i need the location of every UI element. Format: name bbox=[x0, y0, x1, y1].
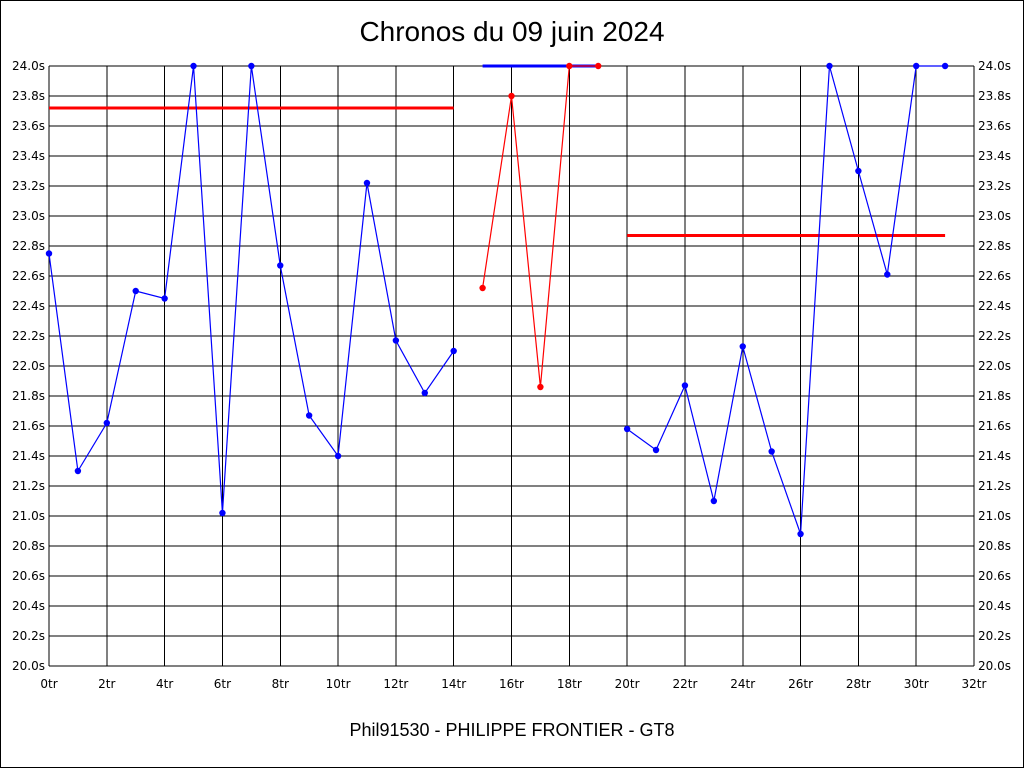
y-tick-label-left: 24.0s bbox=[12, 59, 45, 73]
data-point bbox=[479, 284, 486, 292]
y-tick-label-left: 22.2s bbox=[12, 329, 45, 343]
y-tick-label-right: 23.2s bbox=[978, 179, 1011, 193]
x-tick-label: 22tr bbox=[672, 677, 697, 691]
y-tick-label-right: 20.0s bbox=[978, 659, 1011, 673]
data-point bbox=[392, 337, 400, 344]
y-tick-label-left: 20.8s bbox=[12, 539, 45, 553]
data-point bbox=[248, 62, 255, 70]
y-tick-label-left: 22.8s bbox=[12, 239, 45, 253]
y-tick-label-left: 22.4s bbox=[12, 299, 45, 313]
y-tick-label-right: 22.6s bbox=[978, 269, 1011, 283]
y-tick-label-left: 21.6s bbox=[12, 419, 45, 433]
y-tick-label-left: 22.6s bbox=[12, 269, 45, 283]
data-point bbox=[855, 167, 862, 175]
series-line-3 bbox=[626, 65, 946, 535]
y-tick-label-right: 23.6s bbox=[978, 119, 1011, 133]
x-tick-label: 20tr bbox=[615, 677, 640, 691]
data-point bbox=[363, 179, 371, 187]
y-tick-label-right: 22.2s bbox=[978, 329, 1011, 343]
chart-footer: Phil91530 - PHILIPPE FRONTIER - GT8 bbox=[349, 720, 675, 740]
y-tick-label-left: 21.0s bbox=[12, 509, 45, 523]
data-point bbox=[132, 287, 139, 295]
data-point bbox=[681, 382, 689, 389]
x-tick-label: 8tr bbox=[272, 677, 289, 691]
y-tick-label-left: 20.2s bbox=[12, 629, 45, 643]
y-tick-label-left: 20.4s bbox=[12, 599, 45, 613]
x-tick-label: 18tr bbox=[557, 677, 582, 691]
chart-title: Chronos du 09 juin 2024 bbox=[359, 16, 665, 47]
series-line-2 bbox=[482, 65, 599, 388]
y-tick-label-right: 22.4s bbox=[978, 299, 1011, 313]
data-point bbox=[652, 446, 660, 454]
data-point bbox=[941, 62, 949, 70]
data-point bbox=[277, 262, 284, 269]
y-tick-label-right: 24.0s bbox=[978, 59, 1011, 73]
x-tick-label: 28tr bbox=[846, 677, 871, 691]
data-point bbox=[797, 530, 804, 538]
data-point bbox=[537, 383, 544, 391]
y-tick-label-left: 20.0s bbox=[12, 659, 45, 673]
y-tick-label-left: 23.6s bbox=[12, 119, 45, 133]
y-tick-label-left: 21.2s bbox=[12, 479, 45, 493]
y-tick-label-right: 20.6s bbox=[978, 569, 1011, 583]
x-tick-label: 30tr bbox=[904, 677, 929, 691]
y-tick-label-right: 23.0s bbox=[978, 209, 1011, 223]
y-tick-label-right: 20.4s bbox=[978, 599, 1011, 613]
y-tick-label-left: 22.0s bbox=[12, 359, 45, 373]
data-point bbox=[710, 497, 718, 505]
y-tick-label-left: 21.8s bbox=[12, 389, 45, 403]
y-tick-label-left: 23.0s bbox=[12, 209, 45, 223]
x-tick-label: 32tr bbox=[962, 677, 987, 691]
x-tick-label: 26tr bbox=[788, 677, 813, 691]
y-tick-label-right: 21.6s bbox=[978, 419, 1011, 433]
y-tick-label-right: 23.4s bbox=[978, 149, 1011, 163]
data-point bbox=[219, 509, 226, 517]
data-point bbox=[768, 448, 775, 455]
y-tick-label-right: 21.8s bbox=[978, 389, 1011, 403]
data-point bbox=[623, 425, 631, 433]
data-point bbox=[739, 343, 746, 350]
data-point bbox=[912, 62, 920, 70]
y-tick-label-right: 21.0s bbox=[978, 509, 1011, 523]
x-tick-label: 16tr bbox=[499, 677, 524, 691]
series-line-1 bbox=[48, 65, 455, 514]
data-point bbox=[421, 389, 428, 397]
data-point bbox=[566, 62, 573, 70]
y-tick-label-right: 23.8s bbox=[978, 89, 1011, 103]
y-tick-label-right: 22.0s bbox=[978, 359, 1011, 373]
y-tick-label-left: 23.2s bbox=[12, 179, 45, 193]
data-point bbox=[103, 419, 111, 427]
y-tick-label-left: 23.4s bbox=[12, 149, 45, 163]
data-point bbox=[45, 250, 53, 257]
data-point bbox=[884, 271, 891, 278]
data-point bbox=[334, 452, 342, 460]
x-tick-label: 14tr bbox=[441, 677, 466, 691]
y-tick-label-right: 20.2s bbox=[978, 629, 1011, 643]
y-tick-label-right: 21.2s bbox=[978, 479, 1011, 493]
y-tick-label-right: 20.8s bbox=[978, 539, 1011, 553]
y-tick-label-left: 21.4s bbox=[12, 449, 45, 463]
x-tick-label: 12tr bbox=[383, 677, 408, 691]
data-point bbox=[74, 467, 82, 475]
x-tick-label: 2tr bbox=[98, 677, 115, 691]
y-tick-label-right: 21.4s bbox=[978, 449, 1011, 463]
x-tick-label: 10tr bbox=[326, 677, 351, 691]
y-tick-label-left: 23.8s bbox=[12, 89, 45, 103]
data-point bbox=[190, 62, 197, 70]
data-point bbox=[161, 295, 168, 302]
y-tick-label-left: 20.6s bbox=[12, 569, 45, 583]
data-point bbox=[305, 412, 313, 419]
data-point bbox=[508, 92, 515, 100]
data-point bbox=[826, 62, 833, 70]
x-tick-label: 24tr bbox=[730, 677, 755, 691]
data-point bbox=[450, 347, 457, 355]
y-tick-label-right: 22.8s bbox=[978, 239, 1011, 253]
x-tick-label: 0tr bbox=[40, 677, 57, 691]
x-tick-label: 4tr bbox=[156, 677, 173, 691]
data-point bbox=[595, 62, 602, 70]
x-tick-label: 6tr bbox=[214, 677, 231, 691]
